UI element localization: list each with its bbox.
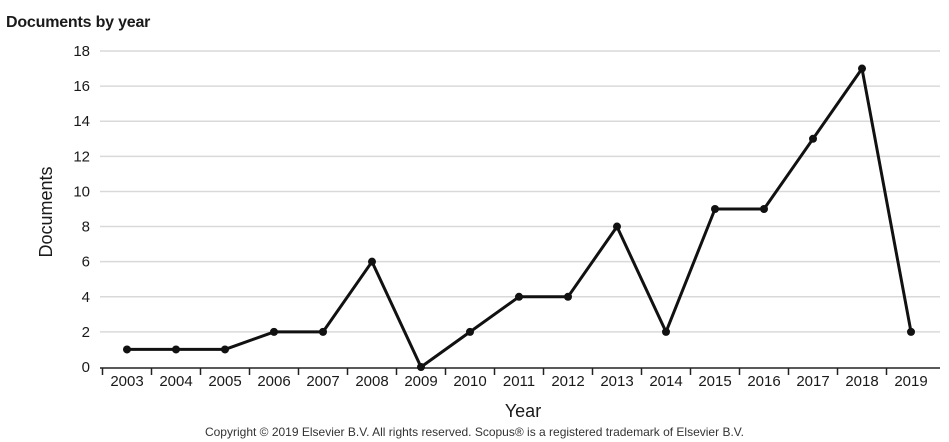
x-tick-label: 2013 [600, 373, 633, 390]
x-tick-label: 2004 [159, 373, 192, 390]
data-point [711, 205, 719, 213]
gridlines [100, 50, 940, 333]
x-tick-label: 2019 [894, 373, 927, 390]
x-tick-label: 2011 [503, 373, 535, 390]
x-tick-label: 2007 [306, 373, 339, 390]
x-tick-labels: 2003 2004 2005 2006 2007 2008 2009 2010 2011 2012… [110, 373, 927, 390]
x-tick-label: 2014 [649, 373, 682, 390]
data-point [809, 134, 817, 143]
x-tick-label: 2003 [110, 373, 143, 390]
x-tick-label: 2017 [796, 373, 829, 390]
x-tick-label: 2005 [208, 373, 241, 390]
y-tick-label: 0 [82, 359, 90, 376]
data-point [123, 345, 131, 354]
x-tick-label: 2015 [698, 373, 731, 390]
data-point [662, 327, 670, 336]
y-axis-label: Documents [36, 166, 56, 257]
y-tick-label: 14 [73, 113, 90, 130]
x-tick-label: 2008 [355, 373, 388, 390]
x-tick-label: 2006 [257, 373, 290, 390]
data-point [515, 292, 523, 301]
x-axis-label: Year [505, 401, 541, 421]
y-tick-labels: 0 2 4 6 8 10 12 14 16 18 [73, 43, 90, 376]
data-point [319, 327, 327, 336]
data-point [270, 327, 278, 336]
data-point [172, 345, 180, 354]
data-point [613, 222, 621, 231]
y-tick-label: 6 [82, 254, 90, 271]
y-tick-label: 4 [82, 289, 90, 306]
y-tick-label: 8 [82, 219, 90, 236]
axes [100, 367, 940, 375]
data-point [907, 327, 915, 336]
y-tick-label: 18 [73, 43, 90, 60]
data-point [564, 292, 572, 301]
x-tick-label: 2016 [747, 373, 780, 390]
data-point [858, 64, 866, 73]
x-tick-label: 2010 [453, 373, 486, 390]
y-tick-label: 16 [73, 78, 90, 95]
data-point [760, 205, 768, 213]
chart-title: Documents by year [6, 14, 151, 31]
data-points [123, 64, 915, 371]
x-tick-label: 2009 [404, 373, 437, 390]
x-tick-label: 2012 [551, 373, 584, 390]
line-chart: 0 2 4 6 8 10 12 14 16 18 2003 2004 2005 2006 2007 2008… [36, 43, 940, 421]
data-point [368, 257, 376, 266]
documents-series-line [127, 67, 913, 369]
data-point [466, 327, 474, 336]
y-tick-label: 2 [82, 324, 90, 341]
copyright-notice: Copyright © 2019 Elsevier B.V. All right… [204, 425, 745, 439]
y-tick-label: 12 [73, 148, 90, 165]
y-tick-label: 10 [73, 183, 90, 200]
x-tick-label: 2018 [845, 373, 878, 390]
data-point [417, 363, 425, 371]
data-point [221, 345, 229, 354]
